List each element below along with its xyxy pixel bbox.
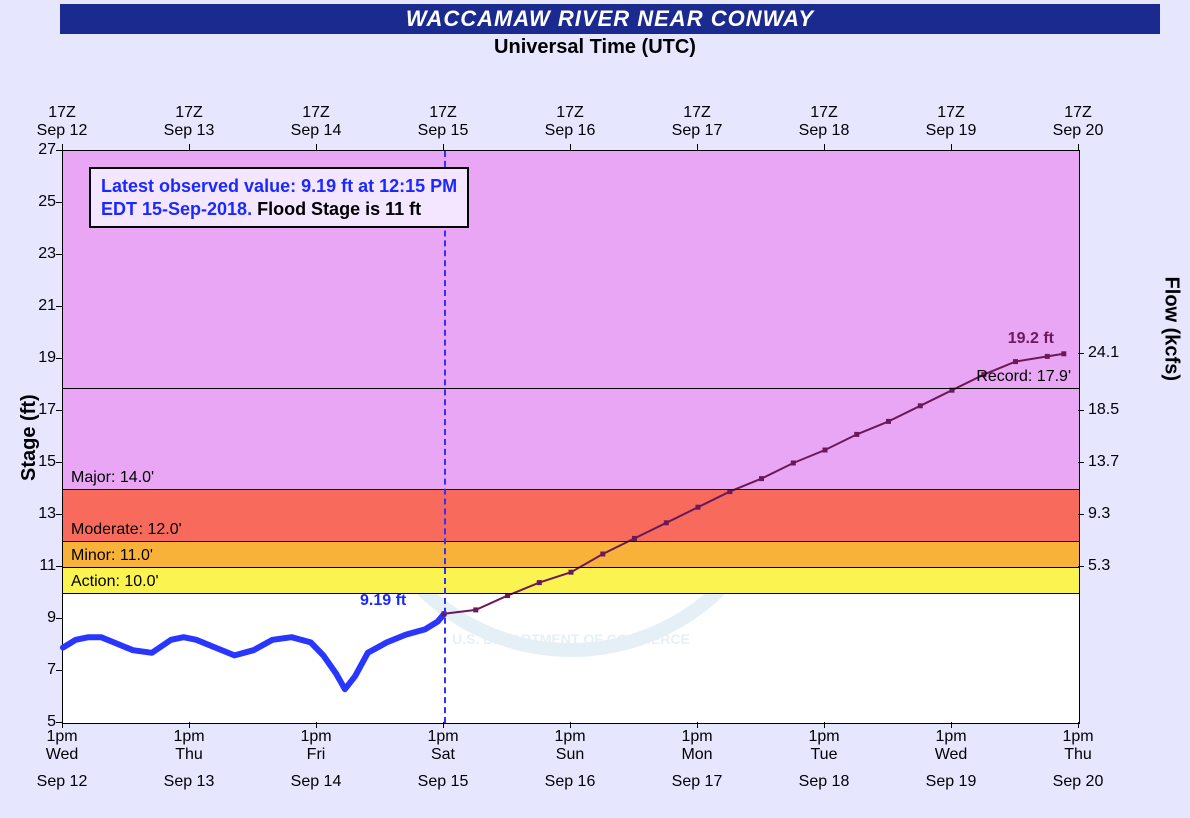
forecast-marker bbox=[918, 403, 923, 408]
forecast-marker bbox=[569, 570, 574, 575]
x-top-tick: 17ZSep 16 bbox=[545, 104, 596, 141]
observed-series bbox=[63, 614, 444, 689]
x-bottom-tick: 1pmThuSep 20 bbox=[1053, 728, 1104, 791]
y-left-tick: 13 bbox=[28, 505, 56, 523]
y-left-tick: 25 bbox=[28, 193, 56, 211]
plot-area: NOAANATIONAL OCEANIC AND ATMOSPHERIC ADM… bbox=[62, 150, 1080, 724]
y-left-tick: 19 bbox=[28, 349, 56, 367]
forecast-marker bbox=[1061, 351, 1066, 356]
forecast-marker bbox=[664, 520, 669, 525]
y-right-tick: 9.3 bbox=[1088, 505, 1110, 523]
forecast-end-label: 19.2 ft bbox=[1008, 330, 1054, 348]
x-bottom-tick: 1pmTueSep 18 bbox=[799, 728, 850, 791]
x-top-tick: 17ZSep 17 bbox=[672, 104, 723, 141]
y-left-tick: 9 bbox=[28, 609, 56, 627]
x-top-tick: 17ZSep 15 bbox=[418, 104, 469, 141]
chart-title: WACCAMAW RIVER NEAR CONWAY bbox=[406, 6, 814, 31]
x-top-tick: 17ZSep 18 bbox=[799, 104, 850, 141]
x-bottom-tick: 1pmWedSep 12 bbox=[37, 728, 88, 791]
forecast-marker bbox=[759, 476, 764, 481]
y-left-tick: 17 bbox=[28, 401, 56, 419]
threshold-line bbox=[63, 567, 1079, 568]
latest-observed-line2: EDT 15-Sep-2018. Flood Stage is 11 ft bbox=[101, 198, 457, 221]
threshold-line bbox=[63, 593, 1079, 594]
x-bottom-tick: 1pmSunSep 16 bbox=[545, 728, 596, 791]
x-bottom-tick: 1pmWedSep 19 bbox=[926, 728, 977, 791]
threshold-label: Major: 14.0' bbox=[71, 469, 154, 489]
forecast-marker bbox=[854, 432, 859, 437]
y-axis-right-label: Flow (kcfs) bbox=[1159, 277, 1182, 381]
forecast-marker bbox=[600, 552, 605, 557]
x-bottom-tick: 1pmFriSep 14 bbox=[291, 728, 342, 791]
observed-end-label: 9.19 ft bbox=[360, 592, 406, 610]
forecast-marker bbox=[791, 461, 796, 466]
latest-observed-line1: Latest observed value: 9.19 ft at 12:15 … bbox=[101, 175, 457, 198]
y-left-tick: 21 bbox=[28, 297, 56, 315]
record-line bbox=[63, 388, 1079, 389]
y-right-tick: 18.5 bbox=[1088, 401, 1119, 419]
forecast-marker bbox=[886, 419, 891, 424]
x-top-tick: 17ZSep 13 bbox=[164, 104, 215, 141]
threshold-line bbox=[63, 541, 1079, 542]
forecast-marker bbox=[473, 607, 478, 612]
y-left-tick: 23 bbox=[28, 245, 56, 263]
threshold-label: Moderate: 12.0' bbox=[71, 521, 182, 541]
threshold-label: Minor: 11.0' bbox=[71, 547, 153, 567]
forecast-series bbox=[444, 354, 1064, 614]
forecast-marker bbox=[537, 580, 542, 585]
y-right-tick: 24.1 bbox=[1088, 344, 1119, 362]
x-bottom-tick: 1pmThuSep 13 bbox=[164, 728, 215, 791]
y-right-tick: 13.7 bbox=[1088, 453, 1119, 471]
y-left-tick: 7 bbox=[28, 661, 56, 679]
current-time-line bbox=[444, 151, 446, 723]
x-top-tick: 17ZSep 12 bbox=[37, 104, 88, 141]
forecast-marker bbox=[1045, 354, 1050, 359]
y-left-tick: 15 bbox=[28, 453, 56, 471]
forecast-marker bbox=[823, 448, 828, 453]
chart-subtitle: Universal Time (UTC) bbox=[0, 36, 1190, 59]
forecast-marker bbox=[1013, 359, 1018, 364]
x-top-tick: 17ZSep 19 bbox=[926, 104, 977, 141]
chart-title-bar: WACCAMAW RIVER NEAR CONWAY bbox=[60, 4, 1160, 34]
forecast-marker bbox=[696, 505, 701, 510]
y-right-tick: 5.3 bbox=[1088, 557, 1110, 575]
x-bottom-tick: 1pmMonSep 17 bbox=[672, 728, 723, 791]
y-left-tick: 11 bbox=[28, 557, 56, 575]
threshold-line bbox=[63, 489, 1079, 490]
series-svg bbox=[63, 151, 1079, 723]
x-top-tick: 17ZSep 20 bbox=[1053, 104, 1104, 141]
y-left-tick: 27 bbox=[28, 141, 56, 159]
x-top-tick: 17ZSep 14 bbox=[291, 104, 342, 141]
x-bottom-tick: 1pmSatSep 15 bbox=[418, 728, 469, 791]
threshold-label: Action: 10.0' bbox=[71, 573, 159, 593]
latest-observed-box: Latest observed value: 9.19 ft at 12:15 … bbox=[89, 167, 469, 228]
record-label: Record: 17.9' bbox=[976, 368, 1071, 388]
